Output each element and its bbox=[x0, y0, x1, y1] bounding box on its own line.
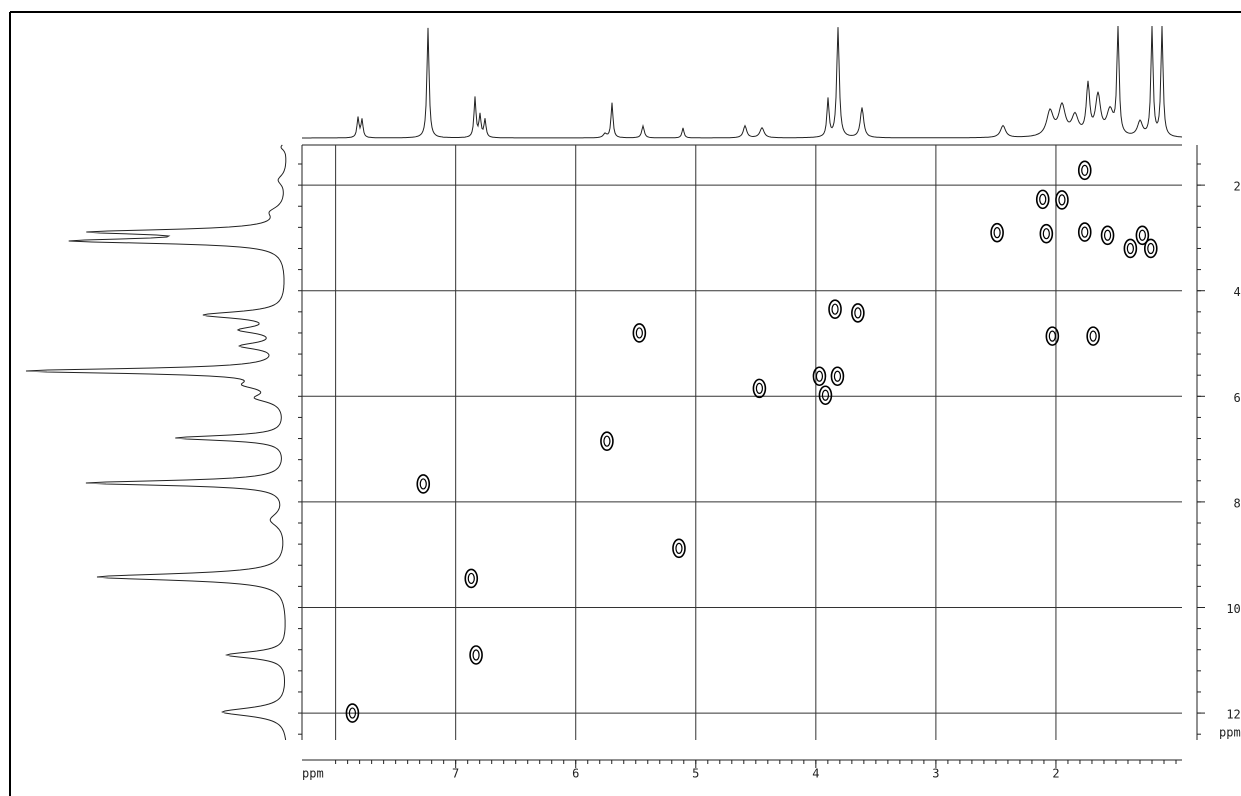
y-tick-label: 100 bbox=[1226, 602, 1241, 616]
cross-peak bbox=[830, 366, 845, 387]
y-tick-label: 80 bbox=[1234, 496, 1241, 510]
cross-peak bbox=[1039, 223, 1054, 244]
cross-peak bbox=[345, 703, 360, 723]
cross-peak-contour bbox=[993, 227, 1001, 239]
x-tick-label: 7 bbox=[452, 767, 459, 781]
cross-peak bbox=[990, 222, 1004, 243]
cross-peak bbox=[812, 366, 827, 387]
cross-peak-contour bbox=[1058, 194, 1066, 206]
cross-peak-contour bbox=[467, 572, 475, 585]
cross-peak bbox=[818, 385, 833, 406]
cross-peak-contour bbox=[821, 389, 830, 401]
x-axis-label: ppm bbox=[302, 767, 324, 781]
cross-peak bbox=[469, 645, 483, 665]
cross-peak-contour bbox=[1081, 226, 1089, 238]
cross-peak-contour bbox=[635, 327, 643, 339]
cross-peak-contour bbox=[675, 542, 683, 554]
y-tick-label: 40 bbox=[1234, 285, 1241, 299]
cross-peak bbox=[1077, 222, 1092, 242]
y-tick-label: 60 bbox=[1234, 391, 1241, 405]
cross-peak bbox=[1045, 326, 1060, 346]
cross-peak-contour bbox=[1103, 229, 1112, 241]
cross-peak-contour bbox=[419, 478, 427, 490]
cross-peak bbox=[1135, 225, 1150, 246]
cross-peak-contour bbox=[854, 307, 862, 319]
cross-peak-contour bbox=[833, 370, 842, 382]
proton-projection bbox=[302, 25, 1183, 139]
y-tick-label: 20 bbox=[1234, 180, 1241, 194]
cross-peak bbox=[851, 303, 865, 323]
cross-peak bbox=[1077, 160, 1092, 181]
cross-peak bbox=[1143, 238, 1158, 259]
cross-peak-contour bbox=[1089, 330, 1097, 342]
cross-peak bbox=[1100, 225, 1115, 246]
cross-peak bbox=[1055, 190, 1069, 210]
cross-peak-contour bbox=[1126, 242, 1134, 255]
cross-peak bbox=[464, 568, 479, 589]
cross-peak-contour bbox=[1147, 242, 1155, 255]
cross-peak-contour bbox=[1039, 193, 1047, 205]
cross-peak bbox=[632, 323, 647, 343]
y-axis-label: ppm bbox=[1219, 726, 1241, 740]
cross-peak bbox=[416, 474, 431, 494]
cross-peak bbox=[1086, 326, 1100, 346]
cross-peak-contour bbox=[1081, 164, 1089, 176]
cross-peak-contour bbox=[831, 303, 839, 315]
cross-peak bbox=[672, 538, 686, 559]
cross-peak bbox=[600, 431, 614, 451]
cross-peak-contour bbox=[815, 370, 824, 382]
cross-peak bbox=[1035, 189, 1050, 210]
x-tick-label: 2 bbox=[1052, 767, 1059, 781]
cross-peak-contour bbox=[348, 707, 357, 719]
cross-peak-contour bbox=[603, 435, 611, 447]
x-tick-label: 4 bbox=[812, 767, 819, 781]
cross-peak bbox=[752, 378, 767, 399]
cross-peak-contour bbox=[1048, 330, 1056, 342]
cross-peak-contour bbox=[755, 382, 764, 394]
cross-peak-contour bbox=[1138, 229, 1146, 241]
cross-peak bbox=[1123, 238, 1138, 259]
carbon-projection bbox=[25, 144, 287, 741]
cross-peak-contour bbox=[472, 649, 480, 661]
y-tick-label: 120 bbox=[1226, 708, 1241, 722]
cross-peak-contour bbox=[1042, 228, 1050, 240]
x-tick-label: 5 bbox=[692, 767, 699, 781]
x-tick-label: 3 bbox=[932, 767, 939, 781]
cross-peak bbox=[828, 299, 842, 319]
x-tick-label: 6 bbox=[572, 767, 579, 781]
